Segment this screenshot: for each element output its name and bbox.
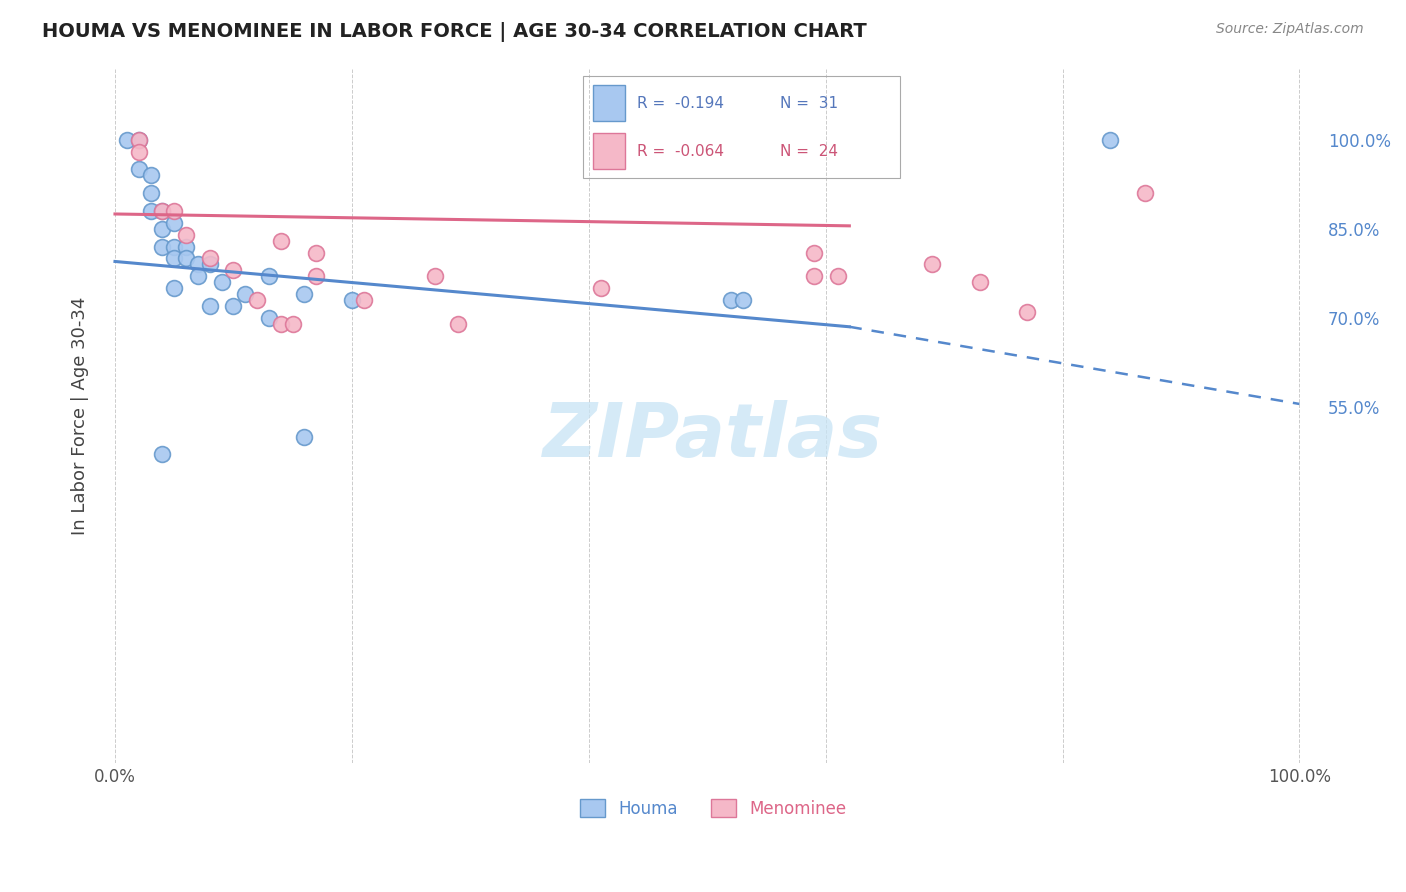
Point: [294, 287, 316, 301]
Point: [150, 222, 173, 236]
Point: [211, 275, 233, 289]
Point: [150, 447, 173, 461]
Point: [163, 204, 186, 219]
Point: [174, 252, 197, 266]
Point: [198, 257, 221, 271]
Text: ZIPatlas: ZIPatlas: [543, 401, 883, 473]
Point: [150, 239, 173, 253]
Point: [128, 145, 150, 159]
Point: [921, 257, 943, 271]
Point: [128, 133, 150, 147]
Point: [294, 429, 316, 443]
Point: [174, 227, 197, 242]
Point: [198, 252, 221, 266]
Legend: Houma, Menominee: Houma, Menominee: [574, 793, 853, 824]
Point: [1098, 133, 1121, 147]
Point: [128, 133, 150, 147]
Bar: [593, 133, 624, 169]
Point: [139, 169, 162, 183]
Point: [340, 293, 363, 307]
Point: [174, 239, 197, 253]
Text: R =  -0.064: R = -0.064: [637, 144, 724, 159]
Point: [589, 281, 612, 295]
Point: [198, 299, 221, 313]
Point: [139, 204, 162, 219]
Point: [150, 204, 173, 219]
Point: [163, 216, 186, 230]
Point: [1135, 186, 1157, 201]
Point: [803, 269, 825, 284]
Point: [803, 245, 825, 260]
Point: [115, 133, 138, 147]
Point: [257, 310, 280, 325]
Point: [222, 299, 245, 313]
Point: [281, 317, 304, 331]
Point: [257, 269, 280, 284]
Point: [969, 275, 991, 289]
Point: [233, 287, 256, 301]
Bar: [593, 85, 624, 121]
Point: [270, 234, 292, 248]
Point: [222, 263, 245, 277]
Point: [305, 269, 328, 284]
Point: [353, 293, 375, 307]
Text: HOUMA VS MENOMINEE IN LABOR FORCE | AGE 30-34 CORRELATION CHART: HOUMA VS MENOMINEE IN LABOR FORCE | AGE …: [42, 22, 868, 42]
Point: [827, 269, 849, 284]
Text: N =  31: N = 31: [779, 95, 838, 111]
Point: [150, 204, 173, 219]
Point: [305, 245, 328, 260]
Text: N =  24: N = 24: [779, 144, 838, 159]
Text: R =  -0.194: R = -0.194: [637, 95, 724, 111]
Point: [731, 293, 754, 307]
Point: [270, 317, 292, 331]
Point: [163, 252, 186, 266]
Point: [128, 162, 150, 177]
Point: [187, 269, 209, 284]
Text: Source: ZipAtlas.com: Source: ZipAtlas.com: [1216, 22, 1364, 37]
Point: [139, 186, 162, 201]
Point: [423, 269, 446, 284]
Point: [447, 317, 470, 331]
Point: [246, 293, 269, 307]
Point: [187, 257, 209, 271]
Point: [163, 281, 186, 295]
Point: [1015, 305, 1038, 319]
Point: [720, 293, 742, 307]
Point: [163, 239, 186, 253]
Y-axis label: In Labor Force | Age 30-34: In Labor Force | Age 30-34: [72, 297, 89, 535]
